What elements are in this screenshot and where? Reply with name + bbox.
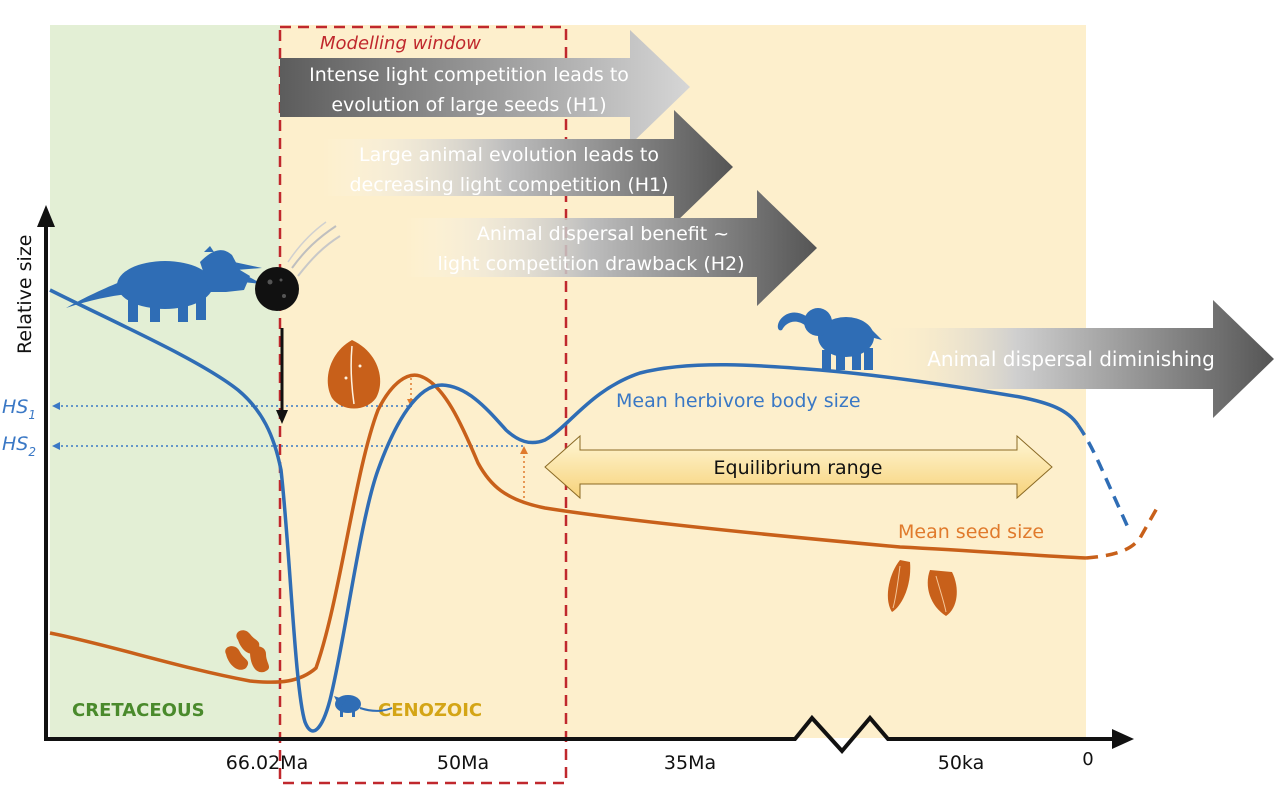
seed-valley-marker-head [520,446,528,454]
triceratops-icon [66,246,262,322]
hs1-arrowhead [52,402,60,410]
meteor-icon [255,221,341,311]
seed-size-curve [49,373,1087,684]
extinction-arrowhead [276,410,288,424]
small-seeds-icon [225,630,270,673]
h1-animals-arrow [322,110,733,224]
herbivore-size-curve [49,288,1080,733]
h1-seeds-text-line2: evolution of large seeds (H1) [331,94,606,116]
h2-text-line1: Animal dispersal benefit ~ [477,223,729,245]
x-tick-66ma: 66.02Ma [226,752,308,774]
equilibrium-range-arrow [544,434,1053,500]
herbivore-size-curve-projection [1076,423,1132,533]
y-axis-arrowhead [37,205,55,227]
almond-seeds-icon [887,560,957,616]
herbivore-series-label: Mean herbivore body size [616,390,861,412]
acorn-seed-icon [327,340,381,409]
equilibrium-range-label: Equilibrium range [714,457,883,479]
h2-text-line2: light competition drawback (H2) [437,253,744,275]
hs2-label: HS2 [2,433,36,459]
h1-seeds-text-line1: Intense light competition leads to [309,64,629,86]
x-tick-50ma: 50Ma [437,752,489,774]
elephant-icon [777,308,882,370]
seed-size-curve-projection [1085,507,1159,560]
cenozoic-label: CENOZOIC [378,700,482,721]
cretaceous-label: CRETACEOUS [72,700,205,721]
shrew-icon [334,695,393,717]
h1-seeds-arrow [280,30,690,145]
x-tick-50ka: 50ka [938,752,985,774]
x-axis [44,714,1118,755]
x-tick-35ma: 35Ma [664,752,716,774]
cretaceous-background [50,25,280,738]
h1-animals-text-line1: Large animal evolution leads to [359,144,659,166]
dispersal-diminishing-text: Animal dispersal diminishing [927,347,1215,371]
x-tick-0: 0 [1082,749,1093,770]
h1-animals-text-line2: decreasing light competition (H1) [349,174,668,196]
y-axis-label: Relative size [14,234,36,354]
h2-arrow [405,190,817,306]
hs2-arrowhead [52,442,60,450]
x-axis-arrowhead [1112,729,1134,749]
modelling-window-label: Modelling window [320,33,481,54]
seed-series-label: Mean seed size [898,521,1044,543]
hs1-label: HS1 [2,396,36,422]
